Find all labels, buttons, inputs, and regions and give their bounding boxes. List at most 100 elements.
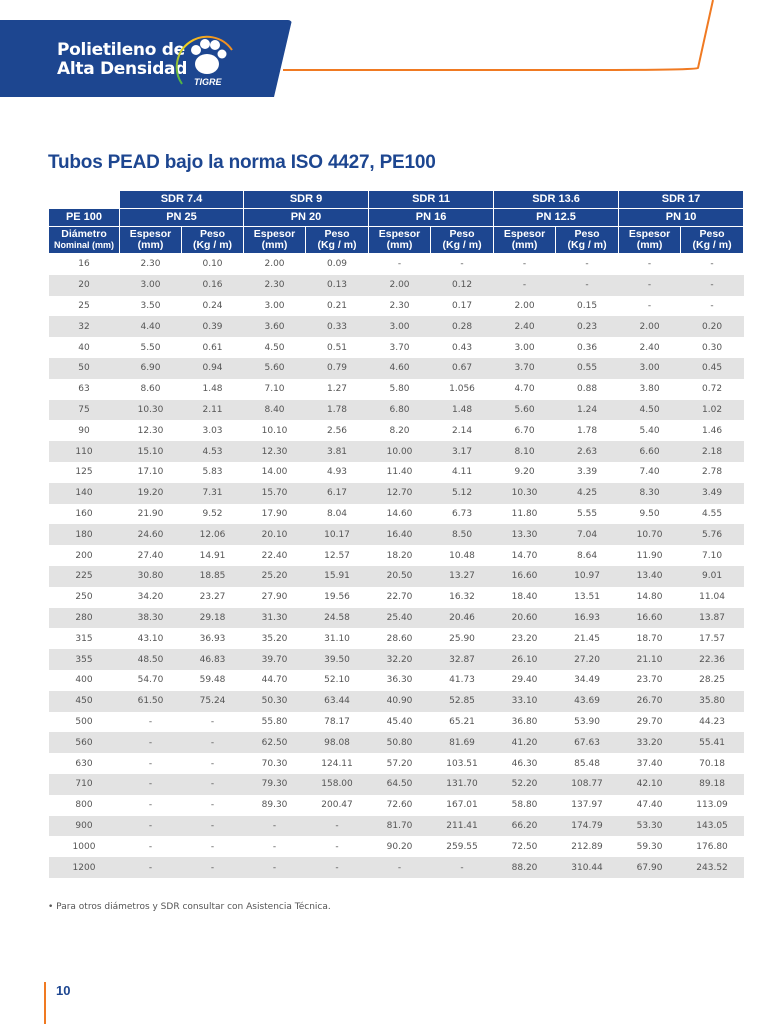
thickness-cell: 15.70 <box>243 482 306 504</box>
thickness-cell: 2.00 <box>514 300 535 311</box>
weight-cell: 176.80 <box>696 841 728 852</box>
svg-text:TIGRE: TIGRE <box>194 77 222 87</box>
table-row: 710- -79.30 158.00 64.50 131.70 52.20 108.77 42… <box>48 773 744 795</box>
weight-cell: 36.93 <box>199 633 226 644</box>
diameter-cell: 315 <box>75 633 93 644</box>
diameter-cell: 560 <box>48 732 120 754</box>
thickness-cell: 2.30 <box>243 274 306 296</box>
thickness-cell: 22.70 <box>386 592 413 603</box>
page-number: 10 <box>56 983 71 998</box>
thickness-cell: 11.90 <box>636 550 663 561</box>
table-row: 800 - - 89.30 200.47 72.60 167.01 58.80 137.97 47… <box>49 795 744 816</box>
table-row: 630 - - 70.30 124.11 57.20 103.51 46.30 85.48 37.… <box>49 753 744 774</box>
thickness-cell: 2.30 <box>389 300 410 311</box>
thickness-cell: 10.30 <box>119 399 182 421</box>
pn-header: PN 20 <box>243 208 370 227</box>
weight-cell: 20.46 <box>430 607 494 629</box>
weight-cell: 1.46 <box>702 425 723 436</box>
thickness-cell: 2.00 <box>368 274 431 296</box>
thickness-header: Espesor (mm) <box>368 226 432 254</box>
weight-cell: 4.25 <box>555 482 619 504</box>
weight-cell: 212.89 <box>571 841 603 852</box>
weight-cell: 243.52 <box>680 857 744 878</box>
thickness-cell: 5.60 <box>243 357 306 379</box>
thickness-cell: 64.50 <box>368 773 431 795</box>
thickness-cell: 47.40 <box>636 800 663 811</box>
weight-cell: 2.18 <box>680 441 744 462</box>
diameter-cell: 800 <box>75 800 93 811</box>
weight-cell: 0.10 <box>202 259 223 270</box>
thickness-cell: - <box>368 857 431 878</box>
weight-cell: 8.04 <box>326 508 348 519</box>
weight-cell: 53.90 <box>574 716 600 727</box>
table-row: 225 30.80 18.85 25.20 15.91 20.50 13.27 16.60 10… <box>48 565 744 587</box>
pn-header: PN 10 <box>618 208 745 227</box>
weight-cell: 0.28 <box>430 316 494 338</box>
diameter-cell: 1200 <box>48 857 120 878</box>
weight-cell: 24.58 <box>305 607 369 629</box>
weight-cell: 29.18 <box>181 607 244 629</box>
thickness-cell: 20.10 <box>243 524 306 546</box>
page-title: Tubos PEAD bajo la norma ISO 4427, PE100 <box>48 152 436 173</box>
weight-cell: 8.64 <box>577 550 598 561</box>
table-row: 20 3.00 0.16 2.30 0.13 2.00 0.12- - - - <box>48 274 744 296</box>
pipe-spec-table: SDR 7.4 SDR 9 SDR 11 SDR 13.6 SDR 17 PE … <box>48 190 745 878</box>
thickness-cell: 23.20 <box>511 633 538 644</box>
diameter-cell: 20 <box>48 274 120 296</box>
table-body: 16 2.30 0.10 2.00 0.09- - - - - -20 3.00 0.16 2.30 0.… <box>48 254 744 878</box>
weight-cell: 5.83 <box>202 467 223 478</box>
thickness-cell: - <box>243 815 306 837</box>
weight-cell: 14.91 <box>199 550 226 561</box>
thickness-cell: 30.80 <box>119 565 182 587</box>
thickness-cell: 43.10 <box>137 633 164 644</box>
weight-cell: 81.69 <box>430 732 494 754</box>
diameter-cell: 900 <box>48 815 120 837</box>
weight-cell: 13.27 <box>430 565 494 587</box>
weight-cell: 0.88 <box>577 384 598 395</box>
weight-cell: 10.17 <box>305 524 369 546</box>
weight-cell: 35.80 <box>680 690 744 712</box>
thickness-cell: 2.40 <box>639 342 660 353</box>
header-banner <box>0 20 292 97</box>
thickness-cell: 79.30 <box>243 773 306 795</box>
weight-cell: 39.50 <box>305 649 369 670</box>
diameter-cell: 280 <box>48 607 120 629</box>
thickness-cell: 5.60 <box>493 399 556 421</box>
weight-cell: 59.48 <box>199 675 226 686</box>
thickness-header: Espesor (mm) <box>493 226 557 254</box>
thickness-cell: - <box>119 773 182 795</box>
weight-header: Peso (Kg / m) <box>430 226 495 254</box>
thickness-cell: 4.60 <box>368 357 431 379</box>
weight-cell: 6.17 <box>305 482 369 504</box>
table-row: 280 38.30 29.18 31.30 24.58 25.40 20.46 20.60 16… <box>48 607 744 629</box>
thickness-cell: 18.70 <box>636 633 663 644</box>
thickness-header: Espesor (mm) <box>243 226 307 254</box>
weight-cell: 124.11 <box>321 758 353 769</box>
thickness-cell: 33.10 <box>493 690 556 712</box>
table-row: 75 10.30 2.11 8.40 1.78 6.80 1.48 5.60 1.24 4.50 1… <box>48 399 744 421</box>
weight-cell: 10.97 <box>555 565 619 587</box>
thickness-cell: 40.90 <box>368 690 431 712</box>
thickness-cell: 8.20 <box>389 425 410 436</box>
thickness-header: Espesor (mm) <box>618 226 682 254</box>
thickness-cell: 12.70 <box>368 482 431 504</box>
header-title-line1: Polietileno de <box>57 40 185 60</box>
weight-cell: 23.27 <box>199 592 226 603</box>
thickness-cell: 3.60 <box>243 316 306 338</box>
weight-cell: 28.25 <box>699 675 725 686</box>
weight-cell: 0.39 <box>181 316 244 338</box>
thickness-cell: 90.20 <box>386 841 413 852</box>
header-accent-line <box>283 69 590 71</box>
thickness-cell: 62.50 <box>243 732 306 754</box>
pn-header: PN 16 <box>368 208 495 227</box>
weight-cell: 0.17 <box>452 300 473 311</box>
weight-cell: 89.18 <box>680 773 744 795</box>
thickness-cell: 13.40 <box>618 565 681 587</box>
diameter-cell: 63 <box>78 384 90 395</box>
table-row: 110 15.10 4.53 12.30 3.81 10.00 3.17 8.10 2.63 6.… <box>48 441 744 462</box>
diameter-cell: 160 <box>75 508 93 519</box>
weight-cell: 211.41 <box>430 815 494 837</box>
thickness-cell: 10.10 <box>261 425 288 436</box>
thickness-cell: - <box>148 758 153 769</box>
thickness-cell: - <box>272 841 277 852</box>
